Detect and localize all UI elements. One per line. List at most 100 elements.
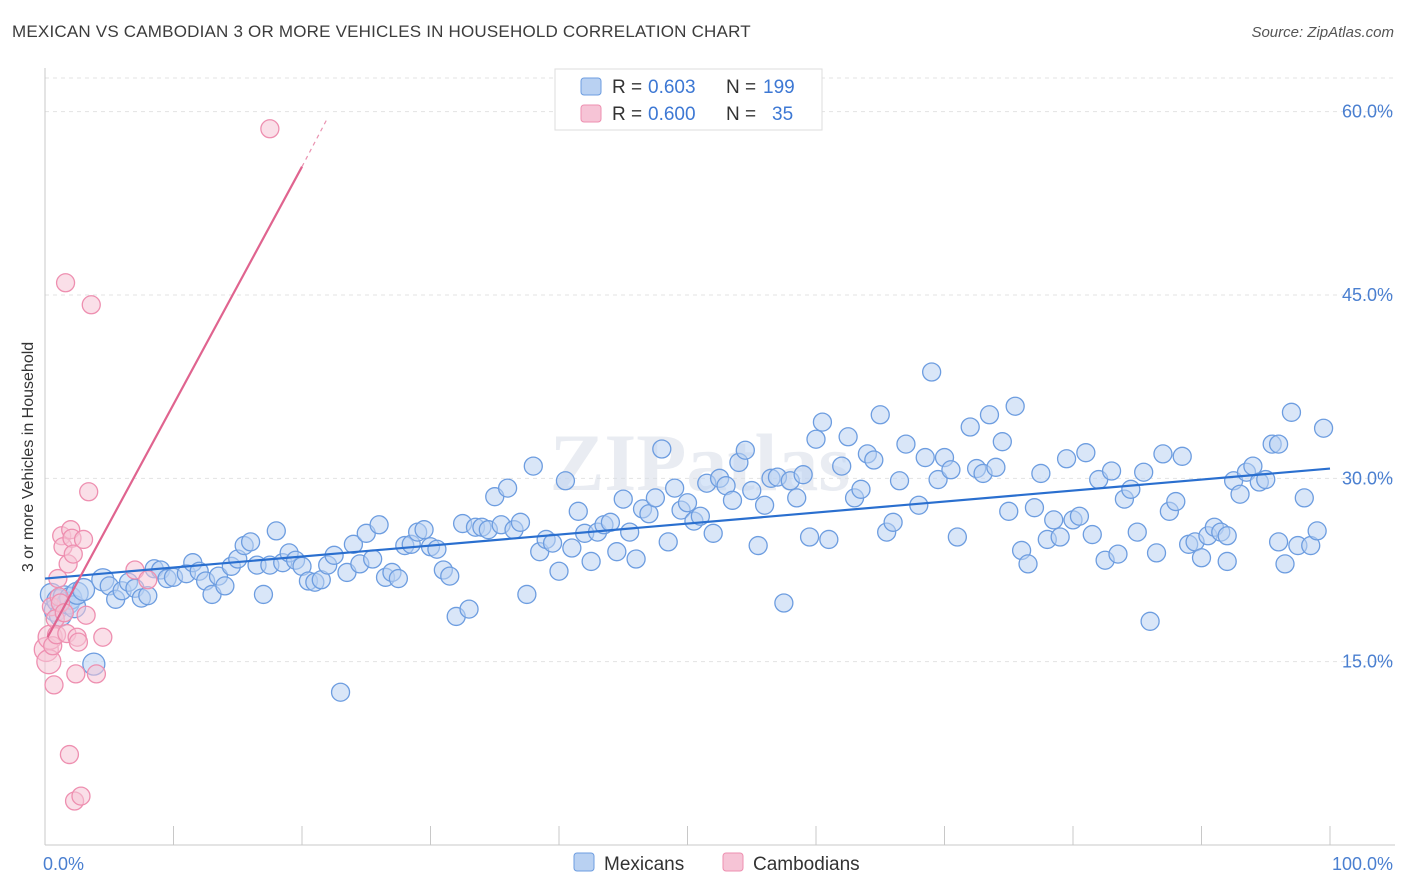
mexicans-points — [39, 362, 1334, 702]
mexicans-point — [1082, 524, 1102, 545]
mexicans-point — [613, 489, 633, 509]
mexicans-point — [986, 457, 1006, 477]
mexicans-point — [215, 576, 235, 596]
cambodians-points — [33, 119, 280, 811]
cambodians-point — [86, 664, 107, 684]
mexicans-point — [774, 593, 794, 613]
cambodians-point — [71, 786, 91, 806]
legend-swatch-mexicans — [580, 77, 602, 96]
cambodians-point — [44, 675, 64, 695]
mexicans-point — [549, 561, 569, 581]
mexicans-point — [555, 471, 576, 491]
legend-r-value-1: 0.603 — [648, 77, 696, 98]
mexicans-point — [896, 434, 916, 454]
mexicans-point — [626, 549, 646, 569]
mexicans-point — [754, 495, 775, 515]
mexicans-point — [787, 488, 807, 508]
mexicans-trend-line — [44, 467, 1331, 580]
mexicans-point — [1230, 484, 1250, 504]
trend-lines — [44, 117, 1331, 638]
y-tick-label: 15.0% — [1342, 652, 1393, 672]
y-tick-labels: 15.0% 30.0% 45.0% 60.0% — [1342, 102, 1393, 672]
cambodians-point — [76, 605, 96, 625]
cambodians-point — [79, 482, 99, 502]
mexicans-point — [889, 471, 910, 491]
legend-top: R = 0.603 N = 199 R = 0.600 N = 35 — [554, 68, 823, 131]
mexicans-point — [607, 542, 627, 562]
mexicans-point — [722, 490, 743, 510]
mexicans-point — [947, 527, 967, 547]
mexicans-point — [568, 501, 588, 521]
mexicans-point — [677, 493, 698, 513]
x-tick-labels: 0.0% 100.0% — [43, 854, 1393, 874]
mexicans-point — [1146, 543, 1167, 563]
mexicans-point — [703, 523, 723, 543]
mexicans-point — [819, 529, 839, 550]
y-tick-label: 45.0% — [1342, 285, 1393, 305]
mexicans-point — [1134, 462, 1154, 482]
source-credit: Source: ZipAtlas.com — [1251, 24, 1394, 41]
mexicans-point — [1217, 551, 1237, 572]
mexicans-point — [253, 584, 274, 605]
mexicans-point — [1307, 521, 1327, 541]
mexicans-point — [928, 469, 948, 490]
mexicans-point — [812, 412, 833, 432]
mexicans-point — [1127, 522, 1147, 542]
mexicans-point — [1172, 446, 1192, 466]
mexicans-point — [652, 439, 672, 459]
mexicans-point — [793, 465, 813, 485]
cambodians-point — [81, 295, 101, 315]
mexicans-point — [690, 506, 710, 526]
mexicans-point — [883, 512, 903, 532]
legend-n-value-1: 199 — [763, 77, 795, 98]
mexicans-point — [1281, 402, 1302, 422]
mexicans-point — [620, 522, 640, 542]
mexicans-point — [600, 512, 621, 532]
legend-bottom: Mexicans Cambodians — [573, 852, 860, 875]
legend-r-label-1: R = — [612, 77, 642, 98]
mexicans-point — [1140, 611, 1160, 631]
cambodians-point — [59, 744, 80, 765]
mexicans-point — [440, 566, 460, 586]
mexicans-point — [799, 527, 820, 547]
mexicans-point — [806, 429, 826, 449]
cambodians-point — [93, 627, 113, 647]
y-axis-label: 3 or more Vehicles in Household — [20, 342, 37, 572]
mexicans-point — [1044, 510, 1064, 530]
mexicans-point — [1121, 479, 1141, 499]
mexicans-point — [542, 533, 563, 553]
mexicans-point — [388, 568, 409, 589]
mexicans-point — [1275, 554, 1295, 574]
mexicans-point — [523, 456, 543, 476]
legend-bottom-swatch-cambodians — [722, 852, 744, 872]
mexicans-point — [1166, 491, 1186, 512]
mexicans-point — [838, 427, 858, 447]
x-tick-label: 100.0% — [1332, 854, 1393, 874]
mexicans-point — [1313, 418, 1334, 438]
mexicans-point — [343, 534, 364, 554]
mexicans-point — [645, 488, 666, 508]
mexicans-point — [941, 460, 961, 480]
mexicans-point — [742, 480, 762, 501]
mexicans-point — [1268, 434, 1289, 454]
chart-title: MEXICAN VS CAMBODIAN 3 OR MORE VEHICLES … — [12, 22, 751, 41]
mexicans-point — [1101, 461, 1122, 481]
cambodians-point — [55, 273, 76, 293]
mexicans-point — [363, 549, 383, 569]
cambodians-point — [54, 603, 74, 623]
legend-n-value-2: 35 — [772, 104, 793, 125]
mexicans-point — [1069, 506, 1090, 526]
mexicans-point — [735, 440, 755, 460]
mexicans-point — [510, 512, 531, 532]
mexicans-point — [1050, 527, 1070, 547]
cambodians-point — [138, 570, 158, 590]
mexicans-point — [1018, 554, 1038, 574]
mexicans-point — [414, 520, 434, 540]
mexicans-point — [915, 447, 935, 468]
mexicans-point — [330, 682, 351, 702]
mexicans-point — [266, 521, 286, 541]
cambodians-point — [73, 529, 94, 550]
mexicans-point — [1108, 544, 1128, 564]
cambodians-trend-extension — [301, 117, 329, 167]
